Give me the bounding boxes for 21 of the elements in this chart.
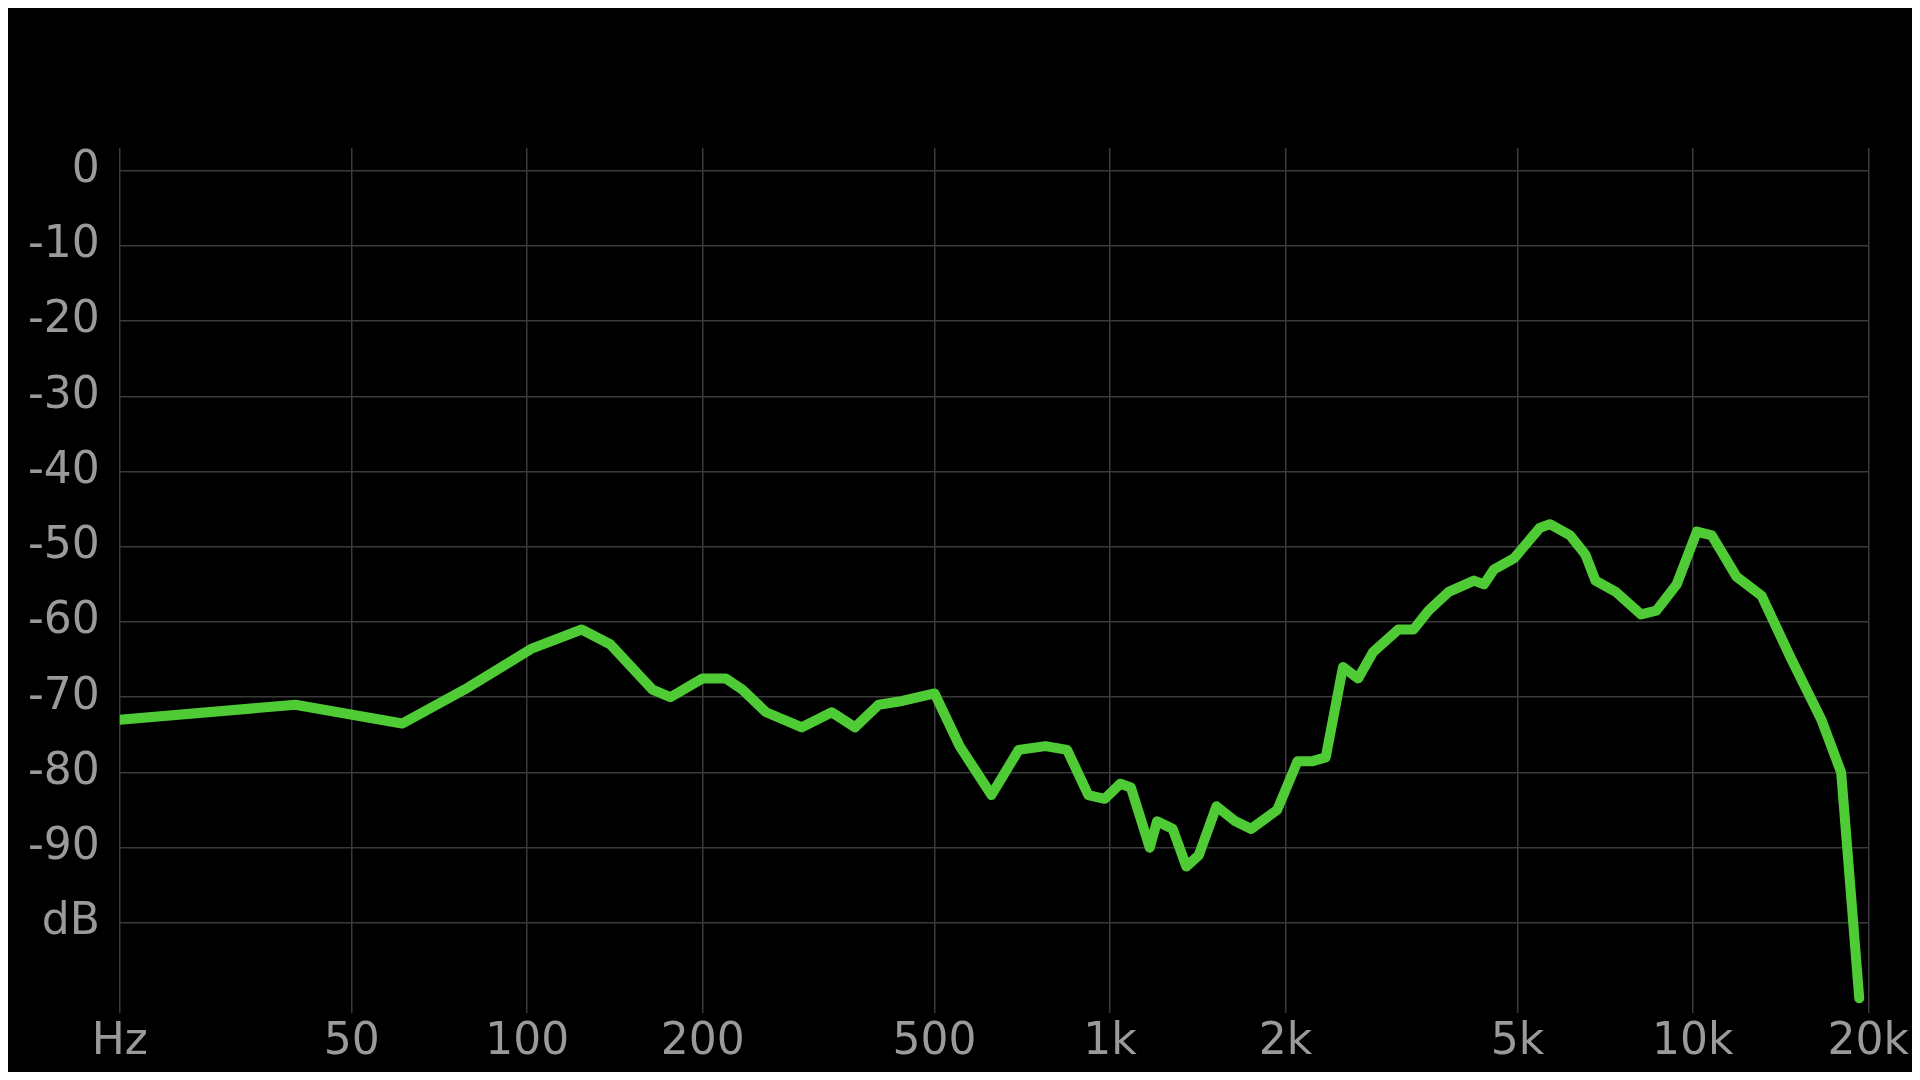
x-tick-label: 2k: [1258, 1013, 1313, 1065]
y-tick-label: -60: [27, 592, 100, 644]
y-tick-label: -20: [27, 291, 100, 343]
y-tick-label: -30: [27, 366, 100, 418]
y-tick-label: 0: [71, 141, 100, 193]
x-tick-label: Hz: [91, 1013, 148, 1065]
x-tick-label: 1k: [1083, 1013, 1138, 1065]
y-tick-label: -70: [27, 667, 100, 719]
y-tick-label: -90: [27, 818, 100, 870]
y-tick-label: -40: [27, 441, 100, 493]
x-tick-label: 500: [892, 1013, 977, 1065]
y-tick-label: -50: [27, 517, 100, 569]
x-tick-label: 200: [660, 1013, 745, 1065]
x-tick-label: 50: [323, 1013, 380, 1065]
y-tick-label: -10: [27, 216, 100, 268]
y-tick-label: -80: [27, 742, 100, 794]
x-tick-label: 100: [485, 1013, 570, 1065]
y-tick-label: dB: [41, 893, 100, 945]
x-tick-label: 20k: [1827, 1013, 1910, 1065]
x-tick-label: 10k: [1652, 1013, 1735, 1065]
x-tick-label: 5k: [1490, 1013, 1545, 1065]
